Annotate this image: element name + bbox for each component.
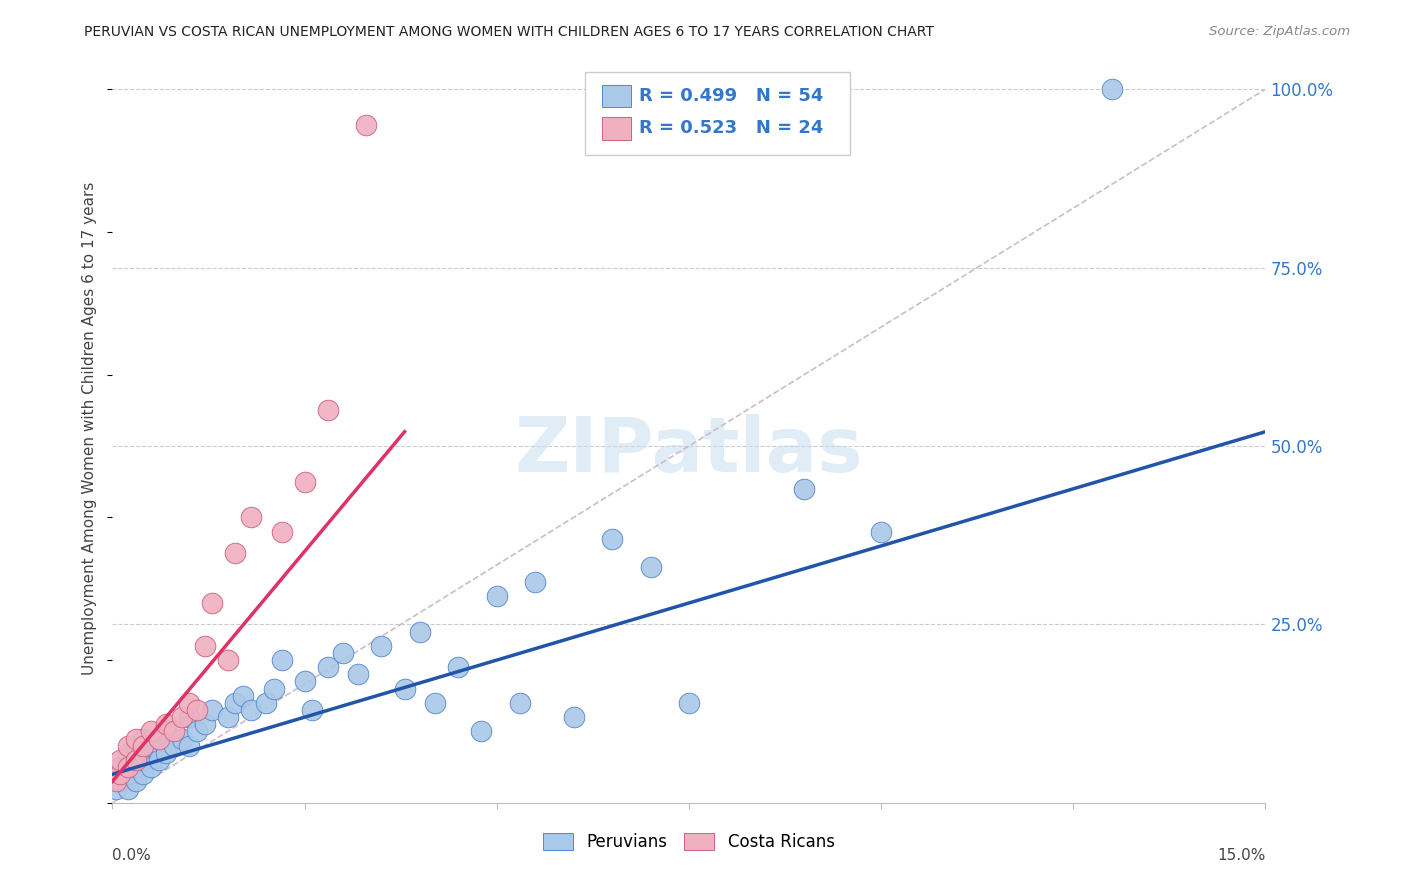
Point <box>170 710 193 724</box>
Point <box>224 696 246 710</box>
Point <box>394 681 416 696</box>
Point <box>562 710 585 724</box>
Point <box>124 774 146 789</box>
Y-axis label: Unemployment Among Women with Children Ages 6 to 17 years: Unemployment Among Women with Children A… <box>82 181 97 675</box>
Point <box>470 724 492 739</box>
Point <box>148 753 170 767</box>
Point <box>179 739 201 753</box>
Point <box>108 753 131 767</box>
Point <box>270 524 292 539</box>
Point <box>186 703 208 717</box>
Point <box>425 696 447 710</box>
Point <box>179 710 201 724</box>
Point <box>316 660 339 674</box>
Point <box>294 475 316 489</box>
Point <box>201 703 224 717</box>
Point <box>117 760 139 774</box>
Point <box>217 710 239 724</box>
Point <box>139 724 162 739</box>
Point <box>1101 82 1123 96</box>
Point <box>217 653 239 667</box>
Point <box>370 639 392 653</box>
Text: R = 0.499   N = 54: R = 0.499 N = 54 <box>640 87 824 105</box>
Point <box>132 767 155 781</box>
Point <box>316 403 339 417</box>
Point <box>640 560 662 574</box>
Text: ZIPatlas: ZIPatlas <box>515 414 863 488</box>
Point <box>163 739 186 753</box>
Point <box>148 731 170 746</box>
Text: Source: ZipAtlas.com: Source: ZipAtlas.com <box>1209 25 1350 38</box>
Point <box>108 767 131 781</box>
Point <box>194 639 217 653</box>
Point <box>139 739 162 753</box>
Point <box>793 482 815 496</box>
Point <box>354 118 377 132</box>
Point <box>112 767 135 781</box>
Point <box>132 739 155 753</box>
Text: PERUVIAN VS COSTA RICAN UNEMPLOYMENT AMONG WOMEN WITH CHILDREN AGES 6 TO 17 YEAR: PERUVIAN VS COSTA RICAN UNEMPLOYMENT AMO… <box>84 25 934 39</box>
Point <box>239 510 262 524</box>
Text: 15.0%: 15.0% <box>1218 847 1265 863</box>
FancyBboxPatch shape <box>585 72 851 154</box>
Point <box>117 781 139 796</box>
Point <box>224 546 246 560</box>
Point <box>155 717 177 731</box>
Point <box>155 746 177 760</box>
Point <box>409 624 432 639</box>
Point <box>232 689 254 703</box>
Point <box>186 724 208 739</box>
Point <box>678 696 700 710</box>
Bar <box>603 85 631 107</box>
Point <box>170 731 193 746</box>
Point <box>194 717 217 731</box>
Point <box>124 753 146 767</box>
Point <box>108 774 131 789</box>
Text: 0.0%: 0.0% <box>112 847 152 863</box>
Point <box>132 753 155 767</box>
Point <box>201 596 224 610</box>
Legend: Peruvians, Costa Ricans: Peruvians, Costa Ricans <box>537 827 841 858</box>
Point <box>485 589 508 603</box>
Point <box>254 696 277 710</box>
Point <box>117 739 139 753</box>
Point <box>447 660 470 674</box>
Point <box>105 781 128 796</box>
Point <box>105 774 128 789</box>
Point <box>509 696 531 710</box>
Point <box>179 696 201 710</box>
Point <box>117 767 139 781</box>
Point <box>139 760 162 774</box>
Point <box>163 724 186 739</box>
Point <box>155 724 177 739</box>
Point <box>270 653 292 667</box>
Point <box>294 674 316 689</box>
Point <box>600 532 623 546</box>
Point <box>124 760 146 774</box>
Point <box>124 731 146 746</box>
Point <box>239 703 262 717</box>
Point <box>301 703 323 717</box>
Bar <box>603 117 631 140</box>
Point <box>870 524 893 539</box>
Point <box>148 731 170 746</box>
Point <box>347 667 370 681</box>
Point <box>117 746 139 760</box>
Point <box>263 681 285 696</box>
Text: R = 0.523   N = 24: R = 0.523 N = 24 <box>640 120 824 137</box>
Point <box>124 739 146 753</box>
Point <box>332 646 354 660</box>
Point <box>108 760 131 774</box>
Point <box>132 731 155 746</box>
Point <box>524 574 547 589</box>
